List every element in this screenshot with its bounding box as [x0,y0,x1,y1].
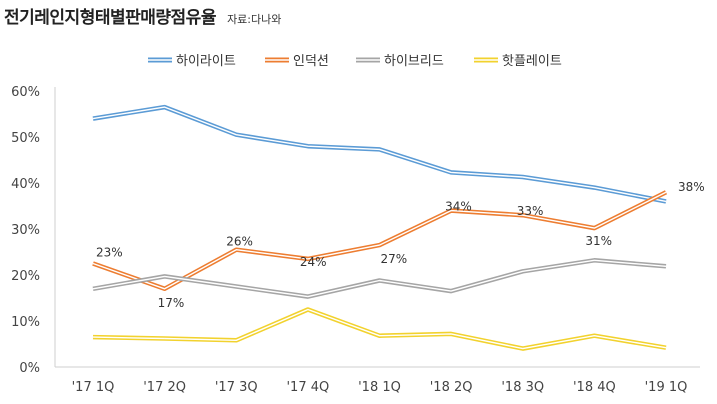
y-tick-label: 40% [11,177,40,192]
series-line [92,190,668,292]
y-tick-label: 50% [11,131,40,146]
y-tick-label: 10% [11,315,40,330]
legend-label: 핫플레이트 [502,54,562,69]
y-tick-label: 60% [11,85,40,100]
x-tick-label: '17 2Q [143,380,186,395]
series-line [92,307,667,351]
chart-title: 전기레인지형태별판매량점유율 [4,8,216,28]
legend-label: 하이브리드 [384,54,444,69]
series-line [92,104,667,204]
y-tick-label: 30% [11,223,40,238]
title-row: 전기레인지형태별판매량점유율 자료:다나와 [4,3,281,28]
x-tick-label: '17 3Q [215,380,258,395]
source-note: 자료:다나와 [227,13,282,26]
legend-label: 인덕션 [293,54,329,69]
data-label: 24% [300,255,327,269]
x-tick-label: '18 3Q [501,380,544,395]
data-label: 34% [445,200,472,214]
series-line-core [92,191,667,290]
y-tick-label: 20% [11,269,40,284]
x-tick-label: '18 4Q [573,380,616,395]
data-label: 26% [226,235,253,249]
data-label: 17% [158,296,185,310]
data-label: 31% [585,234,612,248]
x-tick-label: '18 1Q [358,380,401,395]
data-label: 33% [517,204,544,218]
x-tick-label: '17 4Q [286,380,329,395]
x-tick-label: '18 2Q [430,380,473,395]
x-tick-label: '19 1Q [645,380,688,395]
data-label: 27% [381,252,408,266]
data-label: 23% [96,246,123,260]
series-line-core [92,308,667,350]
legend-label: 하이라이트 [176,54,236,69]
data-label: 38% [678,180,705,194]
y-tick-label: 0% [19,361,40,376]
x-tick-label: '17 1Q [72,380,115,395]
